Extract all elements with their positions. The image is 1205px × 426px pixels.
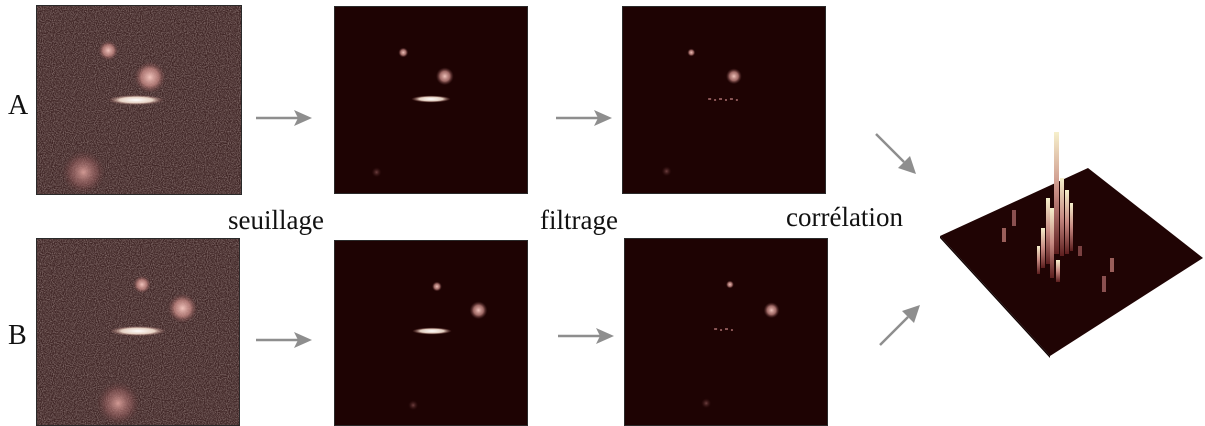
arrow-b-filter [558,328,614,344]
step-label-thresholding: seuillage [228,205,324,235]
panel-a-thresholded [334,6,528,194]
panel-b-filtered [624,238,828,426]
correlation-peaks [1002,132,1114,292]
row-label-a: A [8,90,29,121]
panel-b-original [36,238,240,426]
step-label-correlation: corrélation [786,202,903,232]
arrow-a-correlation [875,133,916,174]
panel-a-filtered [622,6,826,194]
panel-b-thresholded [334,240,528,426]
arrow-b-correlation [879,305,920,346]
row-label-b: B [8,320,27,351]
arrow-a-threshold [256,110,312,126]
correlation-plane [940,168,1203,356]
step-label-filtering: filtrage [540,205,618,235]
arrow-a-filter [556,110,612,126]
correlation-surface [940,132,1203,358]
arrow-b-threshold [256,332,312,348]
peak-main [1054,132,1059,254]
panel-a-original [36,5,242,195]
